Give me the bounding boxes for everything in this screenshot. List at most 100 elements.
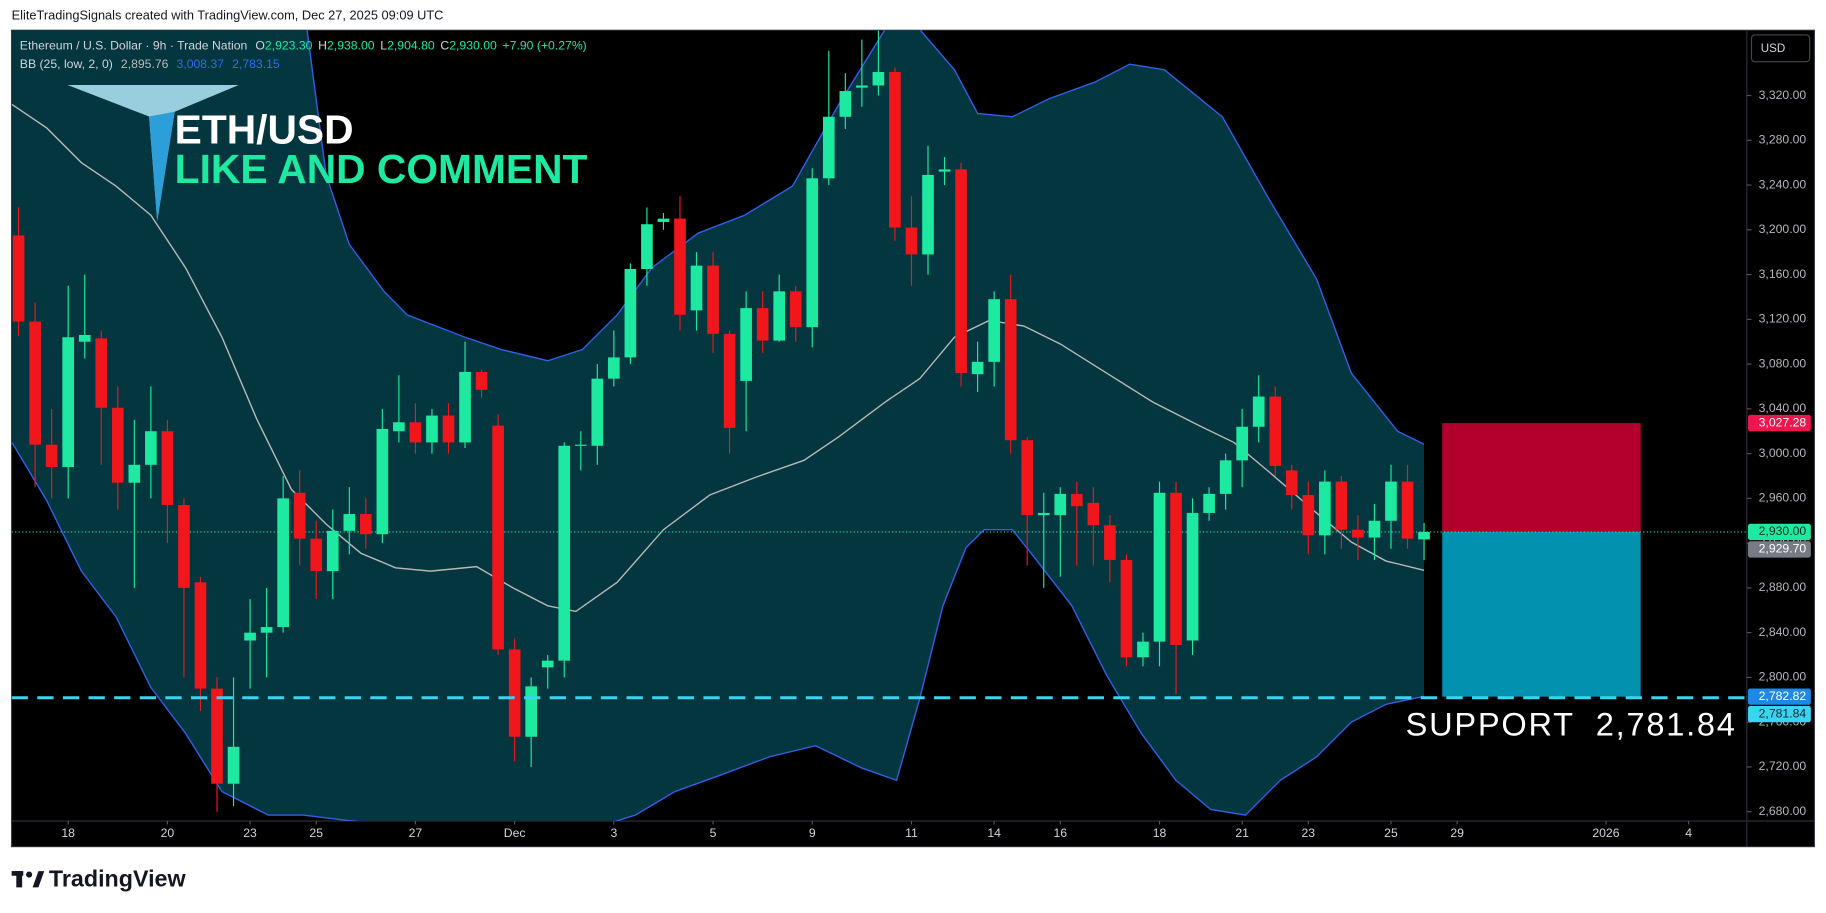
symbol-legend: Ethereum / U.S. Dollar · 9h · Trade Nati…: [20, 39, 587, 53]
candle-body: [211, 688, 223, 784]
candle-body: [789, 291, 802, 328]
price-label: 2,782.82: [1759, 689, 1807, 703]
currency: USD: [1761, 42, 1786, 55]
ohlc-key: H: [318, 39, 327, 53]
candle-body: [227, 746, 240, 784]
price-label-bg: [1747, 688, 1811, 705]
price-label: 2,781.84: [1759, 706, 1807, 720]
candle-body: [326, 530, 339, 572]
x-tick-label: 25: [309, 826, 323, 840]
candle-body: [938, 169, 951, 172]
candle-body: [1269, 396, 1282, 466]
brand: TradingView: [49, 866, 187, 892]
candle-body: [839, 91, 852, 117]
stop-zone: [1442, 423, 1641, 532]
overlay-subtitle: LIKE AND COMMENT: [175, 146, 588, 192]
candle-body: [1352, 529, 1364, 538]
x-tick-label: 20: [161, 826, 175, 840]
x-tick-label: 25: [1384, 826, 1398, 840]
candle-body: [872, 72, 885, 86]
candle-body: [1137, 641, 1149, 658]
y-tick-label: 2,680.00: [1759, 804, 1807, 818]
candle-body: [1087, 502, 1100, 526]
candle-body: [128, 464, 141, 483]
x-tick-label: 29: [1450, 826, 1464, 840]
candle-body: [1385, 481, 1397, 521]
candle-body: [922, 174, 934, 255]
logo-shape: [149, 111, 175, 222]
x-tick-label: 9: [809, 826, 816, 840]
brand-icon: [16, 871, 23, 888]
x-tick-label: 21: [1235, 826, 1249, 840]
candle-body: [856, 85, 868, 88]
brand-icon: [26, 871, 33, 878]
candle-body: [1153, 492, 1166, 642]
candle-body: [1203, 493, 1215, 513]
y-tick-label: 3,320.00: [1759, 88, 1807, 102]
band-line: [11, 442, 1425, 822]
x-tick-label: 2026: [1592, 826, 1619, 840]
candle-body: [393, 422, 405, 432]
ohlc-value: 2,904.80: [387, 39, 435, 53]
y-tick-label: 3,080.00: [1759, 356, 1807, 370]
candle-body: [1302, 495, 1315, 536]
candle-body: [558, 445, 571, 661]
candle-body: [1120, 559, 1133, 658]
candle-body: [359, 514, 372, 535]
y-tick-label: 3,240.00: [1759, 177, 1807, 191]
candle-body: [591, 378, 604, 446]
band-line: [11, 103, 1425, 613]
candle-body: [178, 505, 190, 588]
candle-body: [12, 235, 25, 322]
candle-body: [343, 514, 356, 531]
candle-body: [1285, 470, 1298, 496]
candle-body: [806, 178, 819, 328]
candle-body: [277, 498, 289, 628]
candle-body: [29, 321, 41, 445]
x-tick-label: Dec: [504, 826, 526, 840]
candle-body: [1070, 493, 1083, 507]
x-tick-label: 27: [409, 826, 423, 840]
candle-body: [1319, 481, 1331, 536]
candle-body: [988, 299, 1000, 362]
candle-body: [194, 582, 207, 689]
symbol: Ethereum / U.S. Dollar · 9h · Trade Nati…: [20, 39, 248, 53]
y-tick-label: 3,120.00: [1759, 312, 1807, 326]
candle-body: [608, 357, 620, 379]
candle-body: [426, 415, 438, 443]
candle-body: [822, 116, 835, 179]
price-label: 2,930.00: [1759, 524, 1807, 538]
x-tick-label: 23: [1302, 826, 1316, 840]
candle-body: [1104, 525, 1116, 560]
candle-body: [409, 422, 422, 443]
candle-body: [889, 72, 901, 228]
candle-body: [674, 218, 686, 315]
candle-body: [244, 632, 256, 641]
candle-body: [95, 338, 108, 408]
candle-body: [1335, 481, 1348, 530]
candle-body: [1236, 426, 1248, 461]
candle-body: [723, 333, 736, 428]
candle-body: [45, 444, 58, 468]
x-tick-label: 5: [710, 826, 717, 840]
candle-body: [111, 407, 124, 483]
candle-body: [376, 428, 389, 535]
change: +7.90 (+0.27%): [503, 39, 587, 53]
overlay-title: ETH/USD: [175, 107, 354, 153]
x-tick-label: 4: [1685, 826, 1692, 840]
y-tick-label: 2,880.00: [1759, 580, 1807, 594]
y-tick-label: 3,280.00: [1759, 133, 1807, 147]
candle-body: [1418, 531, 1430, 540]
candle-body: [707, 265, 719, 334]
candle-body: [508, 649, 521, 737]
price-label: 3,027.28: [1759, 415, 1807, 429]
currency-button[interactable]: [1750, 34, 1811, 63]
x-tick-label: 14: [987, 826, 1001, 840]
candle-body: [78, 334, 91, 342]
candle-body: [1004, 299, 1017, 441]
band-fill: [11, 30, 1425, 822]
candle-body: [475, 371, 488, 390]
y-tick-label: 3,040.00: [1759, 401, 1807, 415]
candle-body: [260, 627, 273, 633]
